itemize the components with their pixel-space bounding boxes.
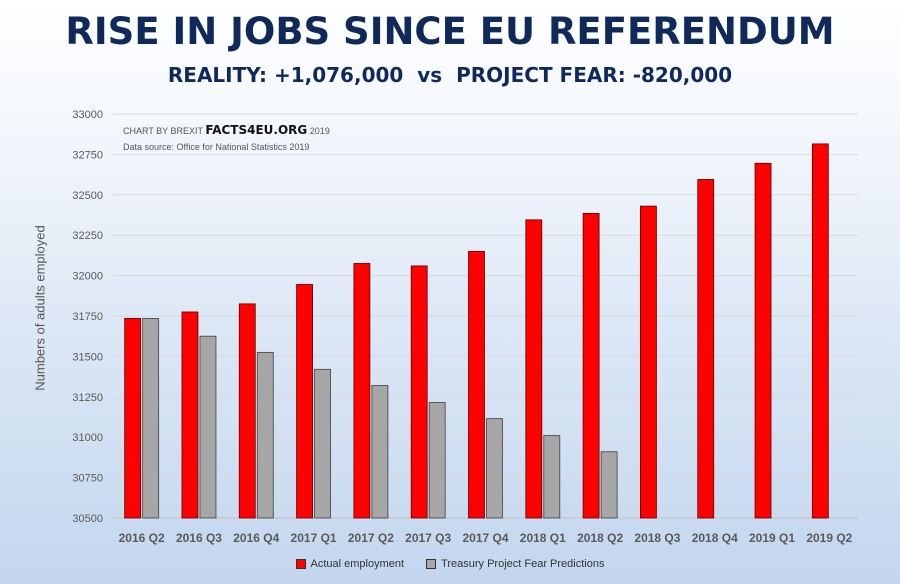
bar-actual-employment	[124, 318, 142, 519]
y-tick-label: 32750	[72, 149, 103, 161]
y-axis-label: Numbers of adults employed	[32, 225, 48, 391]
chart-credit: CHART BY BREXIT FACTS4EU.ORG 2019	[123, 123, 330, 137]
credit-prefix: CHART BY BREXIT	[123, 126, 203, 136]
bar-actual-employment	[468, 250, 485, 519]
bar-actual-employment	[238, 303, 256, 519]
x-tick-label: 2019 Q1	[749, 531, 795, 545]
y-tick-label: 31500	[72, 351, 103, 363]
bar-actual-employment	[582, 212, 600, 519]
chart-title: RISE IN JOBS SINCE EU REFERENDUM	[65, 10, 835, 53]
bar-treasury-prediction	[543, 435, 561, 519]
y-tick-label: 31250	[72, 392, 103, 404]
x-tick-label: 2017 Q4	[462, 531, 508, 545]
bar-actual-employment	[525, 219, 543, 519]
x-tick-label: 2016 Q2	[119, 531, 165, 545]
y-tick-label: 33000	[72, 109, 103, 121]
bar-actual-employment	[410, 265, 428, 519]
x-tick-label: 2018 Q1	[520, 531, 566, 545]
bars	[124, 143, 829, 519]
bar-treasury-prediction	[600, 451, 618, 519]
x-tick-label: 2019 Q2	[806, 531, 852, 545]
bar-actual-employment	[697, 179, 715, 519]
data-source: Data source: Office for National Statist…	[123, 142, 310, 152]
bar-actual-employment	[640, 205, 657, 519]
x-tick-label: 2018 Q2	[577, 531, 623, 545]
gridlines	[113, 113, 858, 519]
bar-actual-employment	[754, 162, 772, 519]
x-tick-label: 2017 Q2	[348, 531, 394, 545]
x-tick-label: 2017 Q1	[291, 531, 337, 545]
credit-brand: FACTS4EU.ORG	[205, 123, 308, 137]
bar-actual-employment	[353, 263, 371, 519]
credit-year: 2019	[309, 126, 330, 136]
x-axis-ticks: 2016 Q2 2016 Q3 2016 Q4 2017 Q1 2017 Q2 2017 …	[119, 531, 853, 545]
y-tick-label: 32250	[72, 230, 103, 242]
x-tick-label: 2018 Q3	[634, 531, 680, 545]
legend-swatch-actual	[295, 559, 306, 569]
legend-item-actual: Actual employment	[295, 558, 405, 570]
bar-treasury-prediction	[371, 385, 389, 519]
bar-treasury-prediction	[142, 318, 160, 519]
bar-treasury-prediction	[428, 402, 446, 519]
legend-label-treasury: Treasury Project Fear Predictions	[441, 558, 605, 570]
y-tick-label: 30750	[72, 473, 103, 485]
bar-treasury-prediction	[256, 351, 274, 519]
y-tick-label: 30500	[72, 513, 103, 525]
x-tick-label: 2018 Q4	[692, 531, 738, 545]
bar-treasury-prediction	[199, 335, 217, 519]
chart-subtitle: REALITY: +1,076,000 vs PROJECT FEAR: -82…	[167, 63, 733, 87]
x-tick-label: 2016 Q4	[233, 531, 279, 545]
y-tick-label: 32500	[72, 190, 103, 202]
y-tick-label: 32000	[72, 271, 103, 283]
x-tick-label: 2017 Q3	[405, 531, 451, 545]
y-tick-label: 31750	[72, 311, 103, 323]
bar-actual-employment	[811, 143, 829, 519]
x-tick-label: 2016 Q3	[176, 531, 222, 545]
y-tick-label: 31000	[72, 432, 103, 444]
legend-label-actual: Actual employment	[310, 558, 405, 570]
bar-actual-employment	[296, 284, 313, 519]
legend: Actual employment Treasury Project Fear …	[0, 558, 900, 570]
legend-swatch-treasury	[426, 559, 437, 569]
y-axis-ticks: 30500 30750 31000 31250 31500 31750 32000 32250…	[72, 109, 103, 525]
bar-actual-employment	[181, 311, 199, 519]
bar-treasury-prediction	[486, 418, 503, 519]
legend-item-treasury: Treasury Project Fear Predictions	[426, 558, 604, 570]
bar-treasury-prediction	[314, 368, 331, 519]
